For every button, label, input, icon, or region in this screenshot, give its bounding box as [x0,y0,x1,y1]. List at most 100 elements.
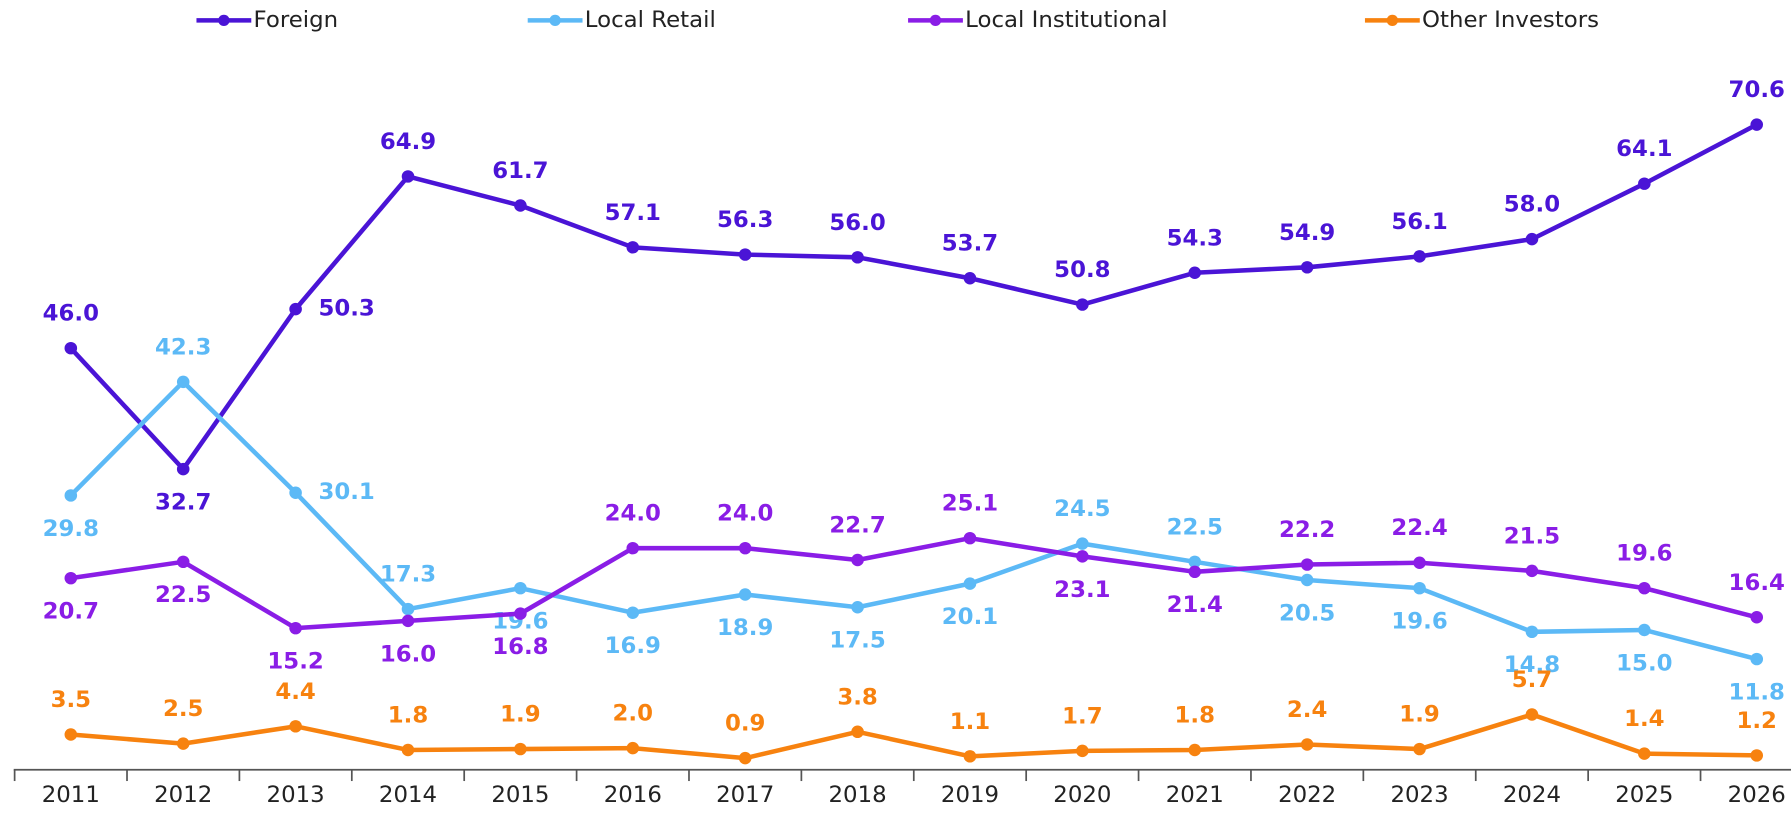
point [1188,266,1202,279]
data-label: 24.5 [1054,496,1110,522]
point [963,531,977,545]
data-label: 54.9 [1279,220,1335,246]
data-label: 70.6 [1729,77,1785,103]
data-label: 58.0 [1504,192,1560,218]
point [963,271,977,285]
data-label: 22.2 [1279,517,1335,543]
point [289,486,302,499]
point [1638,177,1651,190]
data-label: 2.4 [1287,697,1327,723]
point [1413,250,1426,263]
point [1413,581,1426,595]
point [176,737,190,750]
data-label: 15.0 [1616,651,1672,677]
point [1750,749,1764,762]
series-line [69,379,1758,662]
series-line [70,712,1757,761]
point [1750,611,1764,624]
x-tick-label: 2011 [42,782,100,808]
point [851,251,864,264]
data-label: 1.2 [1737,708,1777,734]
x-tick-label: 2022 [1278,782,1336,808]
data-label: 25.1 [942,491,998,517]
data-label: 56.0 [829,210,885,236]
point [1750,652,1764,666]
data-label: 23.1 [1054,577,1110,603]
data-label: 46.0 [43,301,99,327]
point [851,553,864,567]
point [401,170,415,183]
data-label: 16.0 [380,641,436,667]
point [1525,564,1539,578]
point [626,541,640,555]
point [851,725,864,739]
point [514,199,527,212]
point [1300,738,1314,751]
point [1413,556,1426,569]
data-label: 50.3 [318,296,374,322]
data-label: 4.4 [275,679,315,705]
x-tick-label: 2012 [154,782,212,808]
x-tick-label: 2017 [716,782,774,808]
x-tick-label: 2016 [604,782,662,808]
point [514,742,527,756]
data-label: 2.0 [613,701,653,727]
point [64,489,78,502]
x-tick-label: 2020 [1053,782,1111,808]
point [1300,558,1314,571]
point [738,248,752,261]
point [1413,742,1426,756]
data-label: 30.1 [318,479,374,505]
x-tick-label: 2024 [1503,782,1561,808]
point [963,577,977,590]
data-label: 19.6 [1616,541,1672,567]
point [1525,625,1539,639]
legend-label: Local Retail [585,7,716,33]
data-label: 64.9 [380,129,436,155]
data-label: 1.4 [1624,706,1664,732]
data-label: 1.9 [500,702,540,728]
legend-label: Foreign [254,7,339,33]
point [176,375,190,389]
point [1638,581,1651,595]
point [626,606,640,619]
data-label: 20.1 [942,604,998,630]
legend-label: Other Investors [1422,7,1599,33]
data-label: 5.7 [1512,667,1552,693]
series-line [69,122,1758,472]
point [738,751,752,765]
data-label: 16.4 [1729,570,1785,596]
point [851,601,864,614]
point [401,614,415,628]
data-label: 22.5 [1167,514,1223,540]
point [289,302,302,316]
legend-marker [218,14,230,27]
data-label: 3.5 [51,687,91,713]
point [1525,708,1539,721]
point [64,571,78,585]
data-label: 17.3 [380,562,436,588]
point [514,607,527,620]
data-label: 53.7 [942,231,998,257]
data-label: 17.5 [829,628,885,654]
data-label: 3.8 [837,684,877,710]
point [1525,232,1539,246]
legend-marker [929,14,942,27]
data-label: 1.9 [1399,702,1439,728]
point [1076,298,1089,311]
x-tick-label: 2015 [491,782,549,808]
point [401,602,415,616]
data-label: 21.5 [1504,524,1560,550]
data-label: 18.9 [717,615,773,641]
point [1300,261,1314,274]
data-label: 22.7 [829,513,885,539]
point [176,555,190,569]
data-label: 56.1 [1391,209,1447,235]
data-label: 24.0 [605,501,661,527]
point [1750,118,1764,131]
point [1076,550,1089,563]
point [289,621,302,635]
x-tick-label: 2025 [1615,782,1673,808]
data-label: 22.4 [1391,515,1447,541]
